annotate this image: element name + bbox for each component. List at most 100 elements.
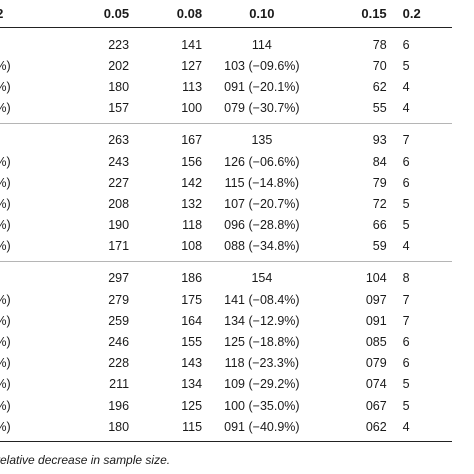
table-cell: 6	[402, 154, 410, 169]
table-cell: 5	[402, 377, 410, 392]
table-cell: 079	[365, 356, 387, 371]
table-cell: 074	[365, 377, 387, 392]
table-cell: 100	[181, 101, 203, 116]
table-row: 4.3%) 196 125 100 (−35.0%) 067 5	[0, 395, 452, 416]
table-cell: 127	[181, 58, 203, 73]
table-row: 4.3%) 171 108 088 (−34.8%) 59 4	[0, 236, 452, 262]
table-cell: 4	[402, 239, 410, 254]
table-row: 8.0%) 211 134 109 (−29.2%) 074 5	[0, 374, 452, 395]
table-cell: 72	[372, 196, 387, 211]
table-cell: 155	[181, 335, 203, 350]
table-row: 0.9%) 259 164 134 (−12.9%) 091 7	[0, 310, 452, 331]
table-cell: 164	[181, 313, 203, 328]
table-cell: 107 (−20.7%)	[224, 196, 300, 211]
table-cell: 134 (−12.9%)	[224, 313, 300, 328]
table-cell: 180	[23, 416, 134, 443]
table-cell: 143	[181, 356, 203, 371]
table-cell: 5	[402, 218, 410, 233]
table-cell: 8.0%)	[0, 377, 11, 392]
table-cell: 141	[181, 37, 203, 52]
column-header: 0.10	[206, 0, 318, 28]
table-cell: 0.7%)	[0, 196, 11, 211]
table-cell: 7	[392, 122, 452, 151]
table-row: 6.1%) 279 175 141 (−08.4%) 097 7	[0, 289, 452, 310]
table-cell: 66	[372, 218, 387, 233]
table-row: 2.5%) 228 143 118 (−23.3%) 079 6	[0, 353, 452, 374]
table-cell: 7.7%)	[0, 218, 11, 233]
table-cell: 167	[133, 122, 207, 151]
table-cell: 079 (−30.7%)	[224, 101, 300, 116]
table-cell: 9.0%)	[0, 79, 11, 94]
table-cell: 190	[108, 218, 130, 233]
table-cell: 096 (−28.8%)	[224, 218, 300, 233]
table-cell: 126 (−06.6%)	[224, 154, 300, 169]
table-cell: 5	[402, 398, 410, 413]
table-cell: 6	[402, 175, 410, 190]
table-cell: 114	[251, 37, 272, 52]
table-cell: 4	[402, 101, 410, 116]
table-cell: 78	[372, 37, 387, 52]
table-row: 3.7%) 227 142 115 (−14.8%) 79 6	[0, 172, 452, 193]
table-cell: 279	[108, 292, 130, 307]
table-cell: 6.7%)	[0, 335, 11, 350]
table-cell: 211	[109, 377, 130, 392]
table-cell: 297	[23, 260, 134, 290]
table-row: 297 186 154 104 8	[0, 260, 452, 290]
table-cell: 134	[181, 377, 203, 392]
table-cell: 6	[402, 356, 410, 371]
table-cell: 067	[365, 398, 387, 413]
table-cell: 62	[372, 79, 387, 94]
table-cell: 70	[372, 58, 387, 73]
column-header: 0.02	[0, 0, 24, 28]
table-cell	[0, 28, 24, 56]
table-cell	[0, 260, 24, 290]
table-cell: 186	[133, 260, 207, 290]
table-cell: 085	[365, 335, 387, 350]
table-cell: 157	[108, 101, 130, 116]
table-cell: 100 (−35.0%)	[224, 398, 300, 413]
table-cell: 5.9%)	[0, 154, 11, 169]
table-cell: 135	[206, 122, 318, 151]
table-cell: 84	[372, 154, 387, 169]
table-cell: 097	[365, 292, 387, 307]
table-cell: 93	[317, 122, 393, 151]
table-cell: 263	[23, 122, 134, 151]
table-cell: 9.6%)	[0, 58, 11, 73]
table-row: 8.9%) 157 100 079 (−30.7%) 55 4	[0, 98, 452, 124]
table-cell: 156	[181, 154, 203, 169]
table-cell: 125 (−18.8%)	[224, 335, 300, 350]
table-cell: 8.9%)	[0, 101, 11, 116]
table-row: 6.7%) 246 155 125 (−18.8%) 085 6	[0, 331, 452, 352]
table-row: 9.6%) 202 127 103 (−09.6%) 70 5	[0, 55, 452, 76]
table-cell: 55	[372, 101, 387, 116]
table-cell: 246	[108, 335, 130, 350]
table-cell: 8	[392, 260, 452, 290]
table-cell: 6	[402, 37, 410, 52]
table-cell: 5	[402, 58, 410, 73]
table-cell: 7	[402, 292, 410, 307]
table-cell: 0.9%)	[0, 313, 11, 328]
table-cell: 103 (−09.6%)	[224, 58, 300, 73]
table-cell: 115 (−14.8%)	[224, 175, 300, 190]
table-cell: 141 (−08.4%)	[224, 292, 300, 307]
table-cell: 4.3%)	[0, 398, 11, 413]
table-cell: 196	[108, 398, 130, 413]
table-cell: 091	[365, 313, 387, 328]
column-header: 0.2	[392, 0, 452, 28]
table-cell: 208	[108, 196, 130, 211]
table-row: 223 141 114 78 6	[0, 28, 452, 56]
table-cell: 59	[372, 239, 387, 254]
table-footnote: relative decrease in sample size.	[0, 453, 171, 467]
table-row: 0.7%) 208 132 107 (−20.7%) 72 5	[0, 193, 452, 214]
table-cell: 175	[181, 292, 203, 307]
table-cell: 180	[108, 79, 130, 94]
table-cell: 4	[402, 79, 410, 94]
table-row: 9.0%) 180 113 091 (−20.1%) 62 4	[0, 76, 452, 97]
table-cell: 091 (−40.9%)	[206, 416, 318, 443]
table-row: 5.9%) 243 156 126 (−06.6%) 84 6	[0, 151, 452, 172]
table-cell: 109 (−29.2%)	[224, 377, 300, 392]
table-cell: 7	[402, 313, 410, 328]
table-cell: 062	[317, 416, 393, 443]
